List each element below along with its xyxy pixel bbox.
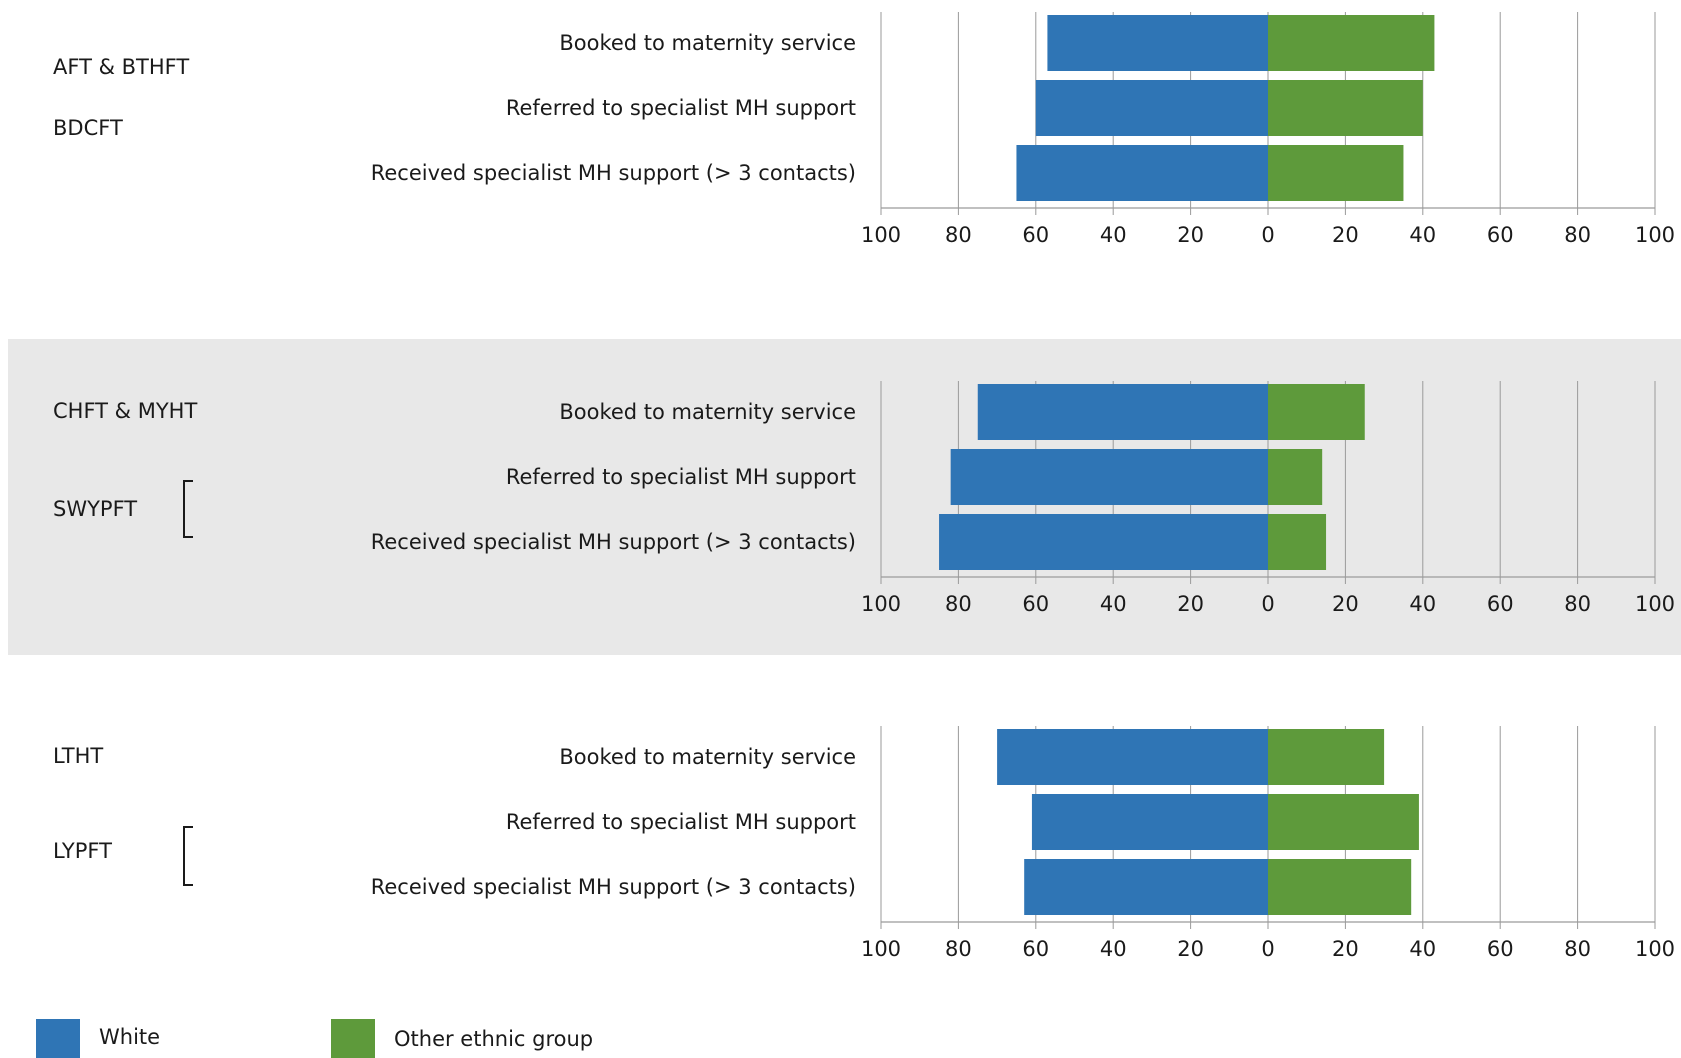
legend-label-white: White	[99, 1025, 161, 1049]
bar-other	[1268, 15, 1435, 71]
bar-white	[1024, 859, 1268, 915]
legend-label-other: Other ethnic group	[394, 1027, 594, 1051]
bar-white	[1035, 80, 1268, 136]
x-tick-label: 100	[1635, 223, 1675, 247]
category-label: Booked to maternity service	[559, 745, 856, 769]
x-tick-label: 80	[945, 592, 972, 616]
bar-other	[1268, 794, 1419, 850]
bar-other	[1268, 859, 1412, 915]
x-tick-label: 40	[1100, 937, 1127, 961]
x-tick-label: 20	[1332, 223, 1359, 247]
bar-white	[950, 449, 1268, 505]
group-bracket	[183, 826, 193, 886]
diverging-bar-chart: 100 80 60 40 20 0 20 40 60 80 100 Booked to materni…	[371, 381, 1675, 616]
bar-other	[1268, 449, 1323, 505]
org-label: BDCFT	[53, 116, 123, 140]
org-label: AFT & BTHFT	[53, 55, 190, 79]
x-tick-label: 0	[1261, 937, 1274, 961]
x-tick-label: 20	[1177, 592, 1204, 616]
shaded-band	[8, 339, 1681, 655]
category-label: Received specialist MH support (> 3 cont…	[371, 875, 856, 899]
bar-white	[1031, 794, 1268, 850]
x-tick-label: 20	[1177, 223, 1204, 247]
x-tick-label: 20	[1332, 592, 1359, 616]
category-label: Referred to specialist MH support	[506, 96, 856, 120]
bar-white	[977, 384, 1268, 440]
org-label: CHFT & MYHT	[53, 399, 198, 423]
x-tick-label: 40	[1100, 592, 1127, 616]
x-tick-label: 40	[1100, 223, 1127, 247]
bar-other	[1268, 80, 1423, 136]
x-tick-label: 60	[1487, 937, 1514, 961]
org-label: LTHT	[53, 744, 104, 768]
category-label: Booked to maternity service	[559, 400, 856, 424]
bar-white	[939, 514, 1268, 570]
category-label: Received specialist MH support (> 3 cont…	[371, 161, 856, 185]
x-tick-label: 40	[1409, 223, 1436, 247]
x-tick-label: 80	[945, 937, 972, 961]
x-tick-label: 80	[945, 223, 972, 247]
x-tick-label: 100	[861, 223, 901, 247]
x-tick-label: 100	[861, 937, 901, 961]
x-tick-label: 60	[1487, 223, 1514, 247]
legend-swatch-white	[36, 1019, 80, 1058]
legend: White Other ethnic group	[36, 1019, 736, 1058]
bar-other	[1268, 514, 1327, 570]
bar-other	[1268, 384, 1365, 440]
x-tick-label: 40	[1409, 592, 1436, 616]
category-label: Referred to specialist MH support	[506, 465, 856, 489]
x-tick-label: 20	[1177, 937, 1204, 961]
diverging-bar-chart: 100 80 60 40 20 0 20 40 60 80 100 Booked to materni…	[371, 12, 1675, 247]
x-tick-label: 80	[1564, 592, 1591, 616]
org-label: SWYPFT	[53, 497, 138, 521]
x-tick-label: 60	[1487, 592, 1514, 616]
x-tick-label: 80	[1564, 223, 1591, 247]
x-tick-label: 40	[1409, 937, 1436, 961]
x-tick-label: 100	[1635, 937, 1675, 961]
bar-white	[1016, 145, 1268, 201]
category-label: Referred to specialist MH support	[506, 810, 856, 834]
bar-white	[997, 729, 1268, 785]
diverging-bar-chart: 100 80 60 40 20 0 20 40 60 80 100 Booked to materni…	[371, 726, 1675, 961]
group-bracket	[183, 480, 193, 538]
x-tick-label: 60	[1022, 223, 1049, 247]
x-tick-label: 60	[1022, 937, 1049, 961]
x-tick-label: 80	[1564, 937, 1591, 961]
x-tick-label: 100	[1635, 592, 1675, 616]
category-label: Received specialist MH support (> 3 cont…	[371, 530, 856, 554]
bar-other	[1268, 145, 1404, 201]
bar-other	[1268, 729, 1385, 785]
x-tick-label: 0	[1261, 223, 1274, 247]
x-tick-label: 0	[1261, 592, 1274, 616]
x-tick-label: 100	[861, 592, 901, 616]
category-label: Booked to maternity service	[559, 31, 856, 55]
bar-white	[1047, 15, 1268, 71]
x-tick-label: 60	[1022, 592, 1049, 616]
org-label: LYPFT	[53, 839, 112, 863]
legend-swatch-other	[331, 1019, 375, 1058]
x-tick-label: 20	[1332, 937, 1359, 961]
